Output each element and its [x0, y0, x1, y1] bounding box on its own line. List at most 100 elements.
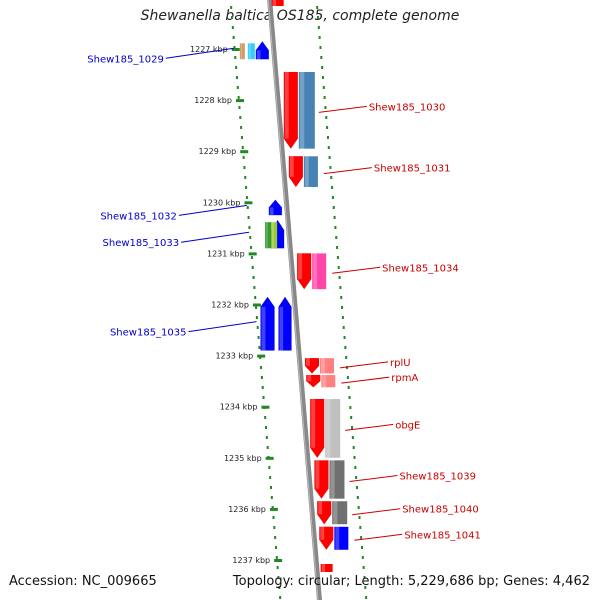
track-dot — [256, 326, 259, 329]
track-dot — [271, 506, 274, 509]
track-dot — [265, 426, 268, 429]
track-dot — [270, 496, 273, 499]
track-dot — [351, 436, 354, 439]
track-dot — [356, 496, 359, 499]
gene-obge-feature — [325, 399, 341, 458]
track-dot — [360, 536, 363, 539]
track-dot — [321, 66, 324, 69]
track-dot — [277, 576, 280, 579]
gene-shew185-1035-arrow-b — [260, 296, 275, 351]
track-dot — [328, 156, 331, 159]
track-dot — [351, 426, 354, 429]
track-dot — [352, 446, 355, 449]
gene-shew185-1034-leader — [332, 266, 381, 274]
gene-shew185-1029-feature-shine — [240, 43, 243, 60]
track-dot — [240, 136, 243, 139]
gene-shew185-1041-feature-shine — [335, 526, 340, 550]
gene-shew185-1040-arrow-shine — [318, 501, 323, 515]
track-dot — [235, 76, 238, 79]
gene-shew185-1033-feature — [265, 222, 272, 249]
gene-offscreen-top — [271, 0, 284, 6]
gene-shew185-1031-leader — [323, 167, 372, 175]
track-dot — [327, 146, 330, 149]
track-dot — [320, 56, 323, 59]
kbp-tick — [231, 48, 240, 51]
track-dot — [332, 206, 335, 209]
track-dot — [345, 356, 348, 359]
gene-shew185-1030-arrow-shine — [284, 71, 289, 139]
track-dot — [341, 306, 344, 309]
gene-shew185-1032-arrow — [268, 199, 283, 216]
gene-shew185-1040-label: Shew185_1040 — [402, 505, 479, 516]
track-dot — [348, 396, 351, 399]
kbp-tick — [261, 405, 270, 409]
track-dot — [359, 526, 362, 529]
gene-shew185-1033-feature-shine — [272, 222, 274, 249]
gene-shew185-1033-leader — [181, 231, 250, 243]
track-dot — [323, 96, 326, 99]
track-dot — [339, 286, 342, 289]
track-dot — [276, 566, 279, 569]
track-dot — [245, 196, 248, 199]
track-dot — [329, 166, 332, 169]
gene-obge-leader — [345, 423, 394, 431]
track-dot — [326, 126, 329, 129]
track-dot — [272, 516, 275, 519]
track-dot — [247, 216, 250, 219]
track-dot — [257, 336, 260, 339]
gene-shew185-1031-feature — [303, 156, 318, 187]
gene-shew185-1040-arrow — [316, 500, 332, 525]
gene-shew185-1041-arrow — [319, 526, 334, 551]
track-dot — [336, 246, 339, 249]
track-dot — [254, 296, 257, 299]
track-dot — [357, 506, 360, 509]
track-dot — [239, 116, 242, 119]
track-dot — [274, 536, 277, 539]
gene-offscreen-bottom — [320, 564, 333, 572]
track-dot — [279, 596, 282, 599]
track-dot — [235, 66, 238, 69]
gene-shew185-1039-feature-shine — [330, 460, 335, 499]
track-dot — [317, 26, 320, 29]
gene-rpma-arrow-shine — [307, 375, 312, 382]
track-dot — [250, 246, 253, 249]
track-dot — [245, 186, 248, 189]
gene-offscreen-bottom-shine — [321, 564, 325, 572]
kbp-tick-label: 1237 kbp — [232, 556, 270, 565]
track-dot — [337, 266, 340, 269]
accession-label: Accession: NC_009665 — [9, 574, 157, 589]
gene-shew185-1031-arrow — [288, 156, 304, 188]
track-dot — [236, 86, 239, 89]
track-dot — [248, 226, 251, 229]
gene-shew185-1030-feature — [298, 71, 315, 149]
gene-shew185-1029-feature-shine — [248, 43, 251, 60]
track-dot — [238, 106, 241, 109]
track-dot — [349, 406, 352, 409]
gene-rpma-label: rpmA — [391, 373, 418, 384]
track-dot — [250, 256, 253, 259]
kbp-tick-label: 1234 kbp — [220, 403, 258, 412]
gene-shew185-1033-label: Shew185_1033 — [103, 238, 180, 249]
track-dot — [255, 306, 258, 309]
gene-shew185-1040-feature — [332, 501, 348, 525]
gene-obge-arrow — [309, 398, 325, 459]
gene-shew185-1035-arrow-shine — [279, 306, 284, 351]
gene-shew185-1039-label: Shew185_1039 — [399, 472, 476, 483]
gene-rplu-feature — [320, 358, 335, 374]
gene-rpma-feature — [321, 375, 336, 388]
gene-shew185-1032-leader — [178, 204, 247, 216]
gene-shew185-1033-feature-shine — [266, 222, 268, 249]
gene-obge-feature-shine — [326, 399, 331, 458]
track-dot — [260, 366, 263, 369]
track-dot — [240, 126, 243, 129]
gene-shew185-1033-feature — [271, 222, 278, 249]
kbp-tick-label: 1227 kbp — [190, 45, 228, 54]
track-dot — [346, 366, 349, 369]
kbp-tick-label: 1235 kbp — [224, 454, 262, 463]
gene-shew185-1031-label: Shew185_1031 — [374, 164, 451, 175]
gene-shew185-1035-arrow-b-shine — [261, 306, 266, 351]
gene-shew185-1029-arrow — [255, 40, 270, 60]
track-dot — [232, 36, 235, 39]
